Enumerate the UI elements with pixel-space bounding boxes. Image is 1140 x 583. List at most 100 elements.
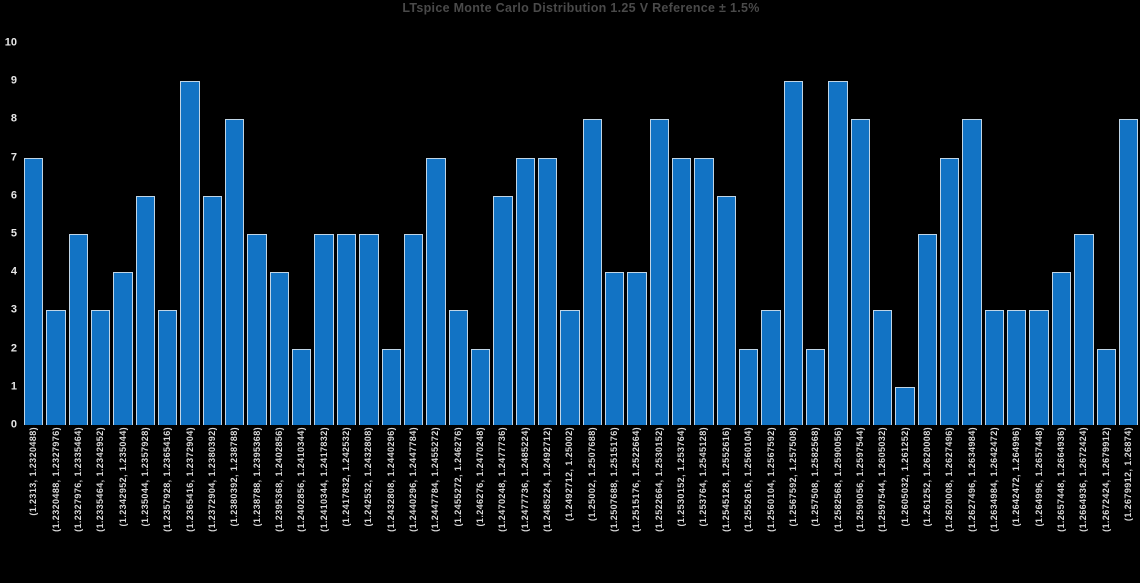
x-tick-label: (1.2590056, 1.2597544) <box>854 427 865 532</box>
x-tick-label: (1.2582568, 1.2590056) <box>832 427 843 532</box>
histogram-bar <box>470 348 491 425</box>
histogram-bar <box>694 157 714 425</box>
x-tick-label: (1.2477736, 1.2485224) <box>519 427 530 532</box>
histogram-bar <box>895 386 915 425</box>
histogram-bar <box>850 119 871 425</box>
histogram-bar <box>68 234 89 425</box>
x-tick-label: (1.2470248, 1.2477736) <box>497 427 508 532</box>
x-tick-label: (1.2672424, 1.2679912) <box>1100 427 1111 532</box>
histogram-bar <box>158 310 178 425</box>
histogram-bar <box>828 81 848 425</box>
histogram-bar <box>403 234 424 425</box>
x-tick-label: (1.257508, 1.2582568) <box>810 427 821 527</box>
x-tick-label: (1.2620008, 1.2627496) <box>944 427 955 532</box>
histogram-bar <box>917 234 938 425</box>
x-tick-label: (1.2372904, 1.2380392) <box>206 427 217 532</box>
histogram-bar <box>873 310 893 425</box>
x-tick-label: (1.2552616, 1.2560104) <box>743 427 754 532</box>
histogram-bar <box>649 119 669 425</box>
x-tick-label: (1.235044, 1.2357928) <box>139 427 150 527</box>
x-tick-label: (1.264996, 1.2657448) <box>1033 427 1044 527</box>
y-tick-label: 0 <box>10 418 17 431</box>
x-tick-label: (1.2597544, 1.2605032) <box>877 427 888 532</box>
histogram-bar <box>336 234 357 425</box>
x-tick-label: (1.2380392, 1.238788) <box>229 427 240 527</box>
x-tick-label: (1.2627496, 1.2634984) <box>966 427 977 532</box>
histogram-bar <box>269 272 290 425</box>
x-tick-label: (1.2515176, 1.2522664) <box>631 427 642 532</box>
x-tick-label: (1.2485224, 1.2492712) <box>542 427 553 532</box>
histogram-bar <box>940 157 960 425</box>
x-axis: (1.2313, 1.2320488) (1.2320488, 1.2327976… <box>24 427 1138 581</box>
y-tick-label: 7 <box>10 151 17 164</box>
histogram-bar <box>1007 310 1027 425</box>
histogram-bar <box>739 348 759 425</box>
histogram-bar <box>91 310 111 425</box>
histogram-bar <box>180 81 200 425</box>
x-tick-label: (1.2342952, 1.235044) <box>117 427 128 527</box>
x-tick-label: (1.2357928, 1.2365416) <box>162 427 173 532</box>
histogram-bar <box>582 119 602 425</box>
x-tick-label: (1.2679912, 1.26874) <box>1123 427 1134 522</box>
histogram-bar <box>515 157 535 425</box>
x-tick-label: (1.2447784, 1.2455272) <box>430 427 441 532</box>
histogram-bar <box>1029 310 1049 425</box>
y-tick-label: 8 <box>10 112 17 125</box>
histogram-bar <box>292 348 312 425</box>
y-tick-label: 6 <box>10 189 17 202</box>
histogram-bar <box>1074 234 1094 425</box>
x-tick-label: (1.238788, 1.2395368) <box>251 427 262 527</box>
histogram-bar <box>113 272 133 425</box>
x-tick-label: (1.2335464, 1.2342952) <box>95 427 106 532</box>
histogram-bar <box>962 119 982 425</box>
histogram-bar <box>537 157 558 425</box>
histogram-bar <box>46 310 66 425</box>
histogram-bar <box>806 348 826 425</box>
x-tick-label: (1.242532, 1.2432808) <box>363 427 374 527</box>
x-tick-label: (1.2664936, 1.2672424) <box>1078 427 1089 532</box>
x-tick-label: (1.253764, 1.2545128) <box>698 427 709 527</box>
x-tick-label: (1.2320488, 1.2327976) <box>50 427 61 532</box>
histogram-bar <box>135 195 156 425</box>
x-tick-label: (1.2327976, 1.2335464) <box>72 427 83 532</box>
x-tick-label: (1.2402856, 1.2410344) <box>296 427 307 532</box>
histogram-bar <box>448 310 468 425</box>
histogram-bar <box>381 348 401 425</box>
histogram-bar <box>1118 119 1139 425</box>
y-tick-label: 3 <box>10 303 17 316</box>
histogram-bar <box>1096 348 1116 425</box>
histogram-bar <box>24 157 44 425</box>
histogram-bar <box>627 272 647 425</box>
histogram-bar <box>426 157 446 425</box>
x-tick-label: (1.2530152, 1.253764) <box>676 427 687 527</box>
x-tick-label: (1.2560104, 1.2567592) <box>765 427 776 532</box>
y-tick-label: 5 <box>10 227 17 240</box>
x-tick-label: (1.2410344, 1.2417832) <box>318 427 329 532</box>
histogram-bar <box>560 310 580 425</box>
x-tick-label: (1.2313, 1.2320488) <box>28 427 39 516</box>
x-tick-label: (1.2440296, 1.2447784) <box>408 427 419 532</box>
x-tick-label: (1.2417832, 1.242532) <box>340 427 351 527</box>
y-tick-label: 9 <box>10 74 17 87</box>
histogram-bar <box>225 119 245 425</box>
histogram-bar <box>761 310 781 425</box>
x-tick-label: (1.2365416, 1.2372904) <box>184 427 195 532</box>
x-tick-label: (1.2605032, 1.261252) <box>899 427 910 527</box>
y-axis: 0 1 2 3 4 5 6 7 8 9 10 <box>0 37 21 430</box>
x-tick-label: (1.2657448, 1.2664936) <box>1055 427 1066 532</box>
x-tick-label: (1.2432808, 1.2440296) <box>385 427 396 532</box>
y-tick-label: 10 <box>4 36 17 49</box>
histogram-bar <box>716 195 736 425</box>
x-tick-label: (1.2455272, 1.246276) <box>452 427 463 527</box>
x-tick-label: (1.2567592, 1.257508) <box>787 427 798 527</box>
histogram-bar <box>604 272 625 425</box>
x-tick-label: (1.2522664, 1.2530152) <box>653 427 664 532</box>
y-tick-label: 2 <box>10 342 17 355</box>
histogram-bar <box>1051 272 1072 425</box>
histogram-bar <box>671 157 692 425</box>
y-tick-label: 4 <box>10 265 17 278</box>
histogram-bar <box>202 195 223 425</box>
histogram-bar <box>359 234 379 425</box>
x-tick-label: (1.25002, 1.2507688) <box>586 427 597 522</box>
